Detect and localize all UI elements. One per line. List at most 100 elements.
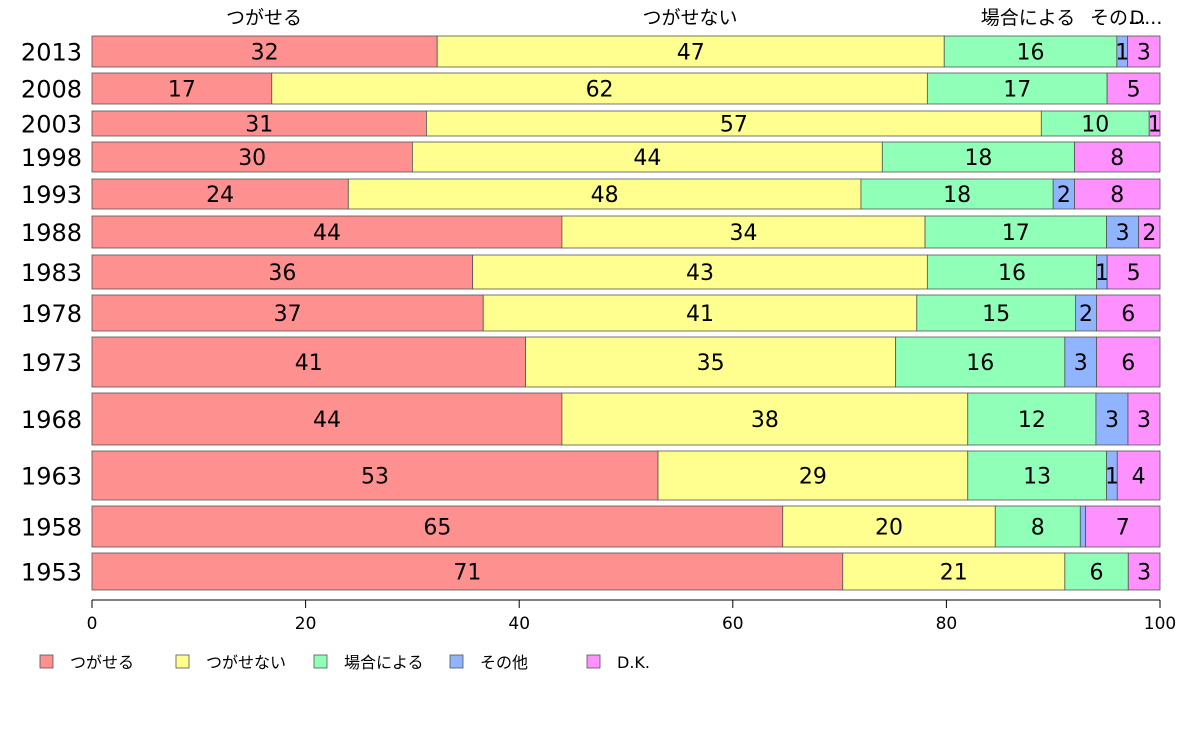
bar-value-label: 18 xyxy=(964,146,992,171)
bar-segment xyxy=(657,450,969,501)
bar-value-label: 44 xyxy=(633,146,661,171)
bar-value-label: 12 xyxy=(1018,408,1046,433)
bar-segment xyxy=(782,505,996,548)
bar-value-label: 57 xyxy=(720,113,748,138)
bar-segment xyxy=(91,215,563,249)
top-series-label: 場合による xyxy=(981,7,1075,29)
bar-value-label: 16 xyxy=(1017,41,1045,66)
bar-value-label: 21 xyxy=(940,561,968,586)
bar-segment xyxy=(1127,35,1161,68)
legend-swatch xyxy=(175,654,190,669)
bar-segment xyxy=(91,450,659,501)
bar-value-label: 3 xyxy=(1074,351,1088,376)
year-label: 1998 xyxy=(21,144,82,172)
bar-value-label: 17 xyxy=(1003,78,1031,103)
bar-segment xyxy=(967,450,1108,501)
bar-value-label: 34 xyxy=(729,221,757,246)
top-series-label: つがせない xyxy=(642,7,737,29)
bar-value-label: 18 xyxy=(943,183,971,208)
bar-segment xyxy=(525,336,897,388)
bar-segment xyxy=(91,254,474,290)
bar-value-label: 1 xyxy=(1148,113,1162,138)
bar-segment xyxy=(1074,141,1161,173)
bar-value-label: 48 xyxy=(591,183,619,208)
bar-value-label: 4 xyxy=(1132,465,1146,490)
bar-segment xyxy=(1064,552,1129,591)
legend-swatch xyxy=(313,654,328,669)
x-tick-label: 40 xyxy=(508,614,530,634)
legend-label: つがせる xyxy=(70,653,134,672)
bar-value-label: 8 xyxy=(1031,516,1045,541)
bar-value-label: 8 xyxy=(1110,183,1124,208)
bar-value-label: 16 xyxy=(966,351,994,376)
year-label: 1978 xyxy=(21,300,82,328)
bar-segment xyxy=(1040,110,1150,137)
bar-value-label: 6 xyxy=(1121,351,1135,376)
bar-segment xyxy=(842,552,1066,591)
bar-segment xyxy=(271,72,928,105)
year-label: 1993 xyxy=(21,181,82,209)
bar-value-label: 8 xyxy=(1110,146,1124,171)
bar-segment xyxy=(1106,72,1161,105)
bar-segment xyxy=(482,294,918,332)
bar-value-label: 71 xyxy=(453,561,481,586)
bar-value-label: 24 xyxy=(206,183,234,208)
bar-segment xyxy=(895,336,1066,388)
bar-segment xyxy=(1127,392,1161,446)
bar-value-label: 13 xyxy=(1023,465,1051,490)
bar-value-label: 16 xyxy=(998,261,1026,286)
x-tick-label: 0 xyxy=(87,614,98,634)
bar-value-label: 44 xyxy=(313,408,341,433)
bar-segment xyxy=(91,552,844,591)
bar-value-label: 3 xyxy=(1137,561,1151,586)
year-label: 1983 xyxy=(21,259,82,287)
bar-segment xyxy=(91,294,484,332)
legend-label: D.K. xyxy=(617,653,650,672)
bar-segment xyxy=(1127,552,1161,591)
legend-label: 場合による xyxy=(344,653,424,672)
year-label: 2003 xyxy=(21,111,82,139)
legend-label: つがせない xyxy=(206,653,286,672)
bar-segment xyxy=(1079,505,1087,548)
bar-value-label: 1 xyxy=(1105,465,1119,490)
bar-value-label: 17 xyxy=(1002,221,1030,246)
bar-segment xyxy=(1116,450,1161,501)
top-series-label: その... xyxy=(1090,7,1146,29)
bar-segment xyxy=(994,505,1081,548)
year-label: 1973 xyxy=(21,349,82,377)
bar-value-label: 29 xyxy=(799,465,827,490)
bar-segment xyxy=(1106,254,1161,290)
bar-value-label: 2 xyxy=(1142,221,1156,246)
bar-segment xyxy=(1096,336,1161,388)
bar-value-label: 1 xyxy=(1095,261,1109,286)
bar-value-label: 3 xyxy=(1137,41,1151,66)
bar-segment xyxy=(1106,215,1140,249)
bar-value-label: 41 xyxy=(295,351,323,376)
bar-segment xyxy=(924,215,1107,249)
bar-value-label: 17 xyxy=(168,78,196,103)
bar-segment xyxy=(561,215,926,249)
x-tick-label: 20 xyxy=(295,614,317,634)
bar-value-label: 44 xyxy=(313,221,341,246)
bar-segment xyxy=(91,110,427,137)
bar-segment xyxy=(561,392,969,446)
year-label: 2013 xyxy=(21,39,82,67)
x-tick-label: 60 xyxy=(722,614,744,634)
bar-value-label: 3 xyxy=(1116,221,1130,246)
bar-value-label: 1 xyxy=(1115,41,1129,66)
bar-segment xyxy=(967,392,1097,446)
bar-segment xyxy=(347,178,862,210)
bar-segment xyxy=(91,336,526,388)
bar-segment xyxy=(91,178,349,210)
top-series-label: D... xyxy=(1130,7,1163,29)
bar-value-label: 37 xyxy=(274,302,302,327)
bar-segment xyxy=(1096,294,1161,332)
bar-segment xyxy=(1074,178,1161,210)
bar-value-label: 20 xyxy=(875,516,903,541)
bar-segment xyxy=(926,72,1108,105)
year-label: 2008 xyxy=(21,76,82,104)
bar-segment xyxy=(411,141,883,173)
bar-segment xyxy=(1064,336,1097,388)
legend-swatch xyxy=(586,654,601,669)
